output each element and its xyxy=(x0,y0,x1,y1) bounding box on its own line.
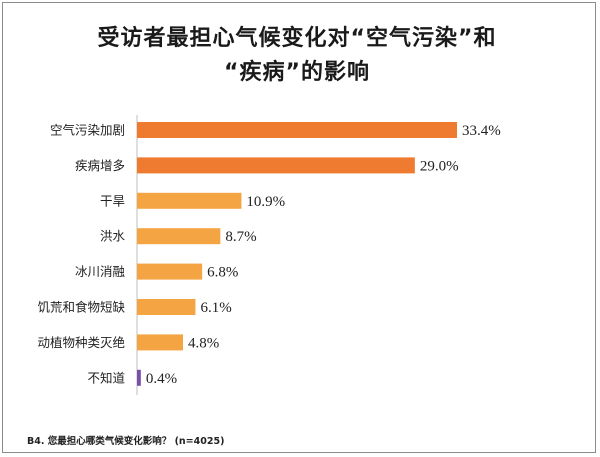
chart-frame xyxy=(2,2,596,453)
footnote: B4. 您最担心哪类气候变化影响？ (n=4025) xyxy=(27,436,225,447)
bar xyxy=(137,228,221,245)
bar xyxy=(137,334,183,351)
bar xyxy=(137,157,415,174)
value-label: 4.8% xyxy=(188,335,219,351)
title-line-1: 受访者最担心气候变化对“空气污染”和 xyxy=(97,26,497,51)
category-label: 干旱 xyxy=(100,193,125,208)
category-label: 饥荒和食物短缺 xyxy=(37,300,125,315)
category-label: 疾病增多 xyxy=(75,158,125,173)
bar xyxy=(137,299,196,315)
value-label: 8.7% xyxy=(225,229,256,245)
bar xyxy=(137,263,203,280)
bar xyxy=(137,192,242,209)
category-label: 洪水 xyxy=(100,229,126,244)
value-label: 33.4% xyxy=(462,123,501,139)
value-label: 0.4% xyxy=(146,371,177,387)
category-label: 冰川消融 xyxy=(75,264,126,279)
bar xyxy=(137,369,141,386)
category-label: 不知道 xyxy=(87,370,125,385)
value-label: 29.0% xyxy=(420,158,459,174)
category-label: 动植物种类灭绝 xyxy=(37,335,125,350)
value-label: 6.8% xyxy=(207,265,238,281)
bar xyxy=(137,122,457,138)
chart-title: 受访者最担心气候变化对“空气污染”和 “疾病”的影响 xyxy=(0,22,594,90)
category-label: 空气污染加剧 xyxy=(50,123,125,138)
title-line-2: “疾病”的影响 xyxy=(224,60,370,85)
value-label: 6.1% xyxy=(200,300,231,316)
value-label: 10.9% xyxy=(246,194,285,210)
